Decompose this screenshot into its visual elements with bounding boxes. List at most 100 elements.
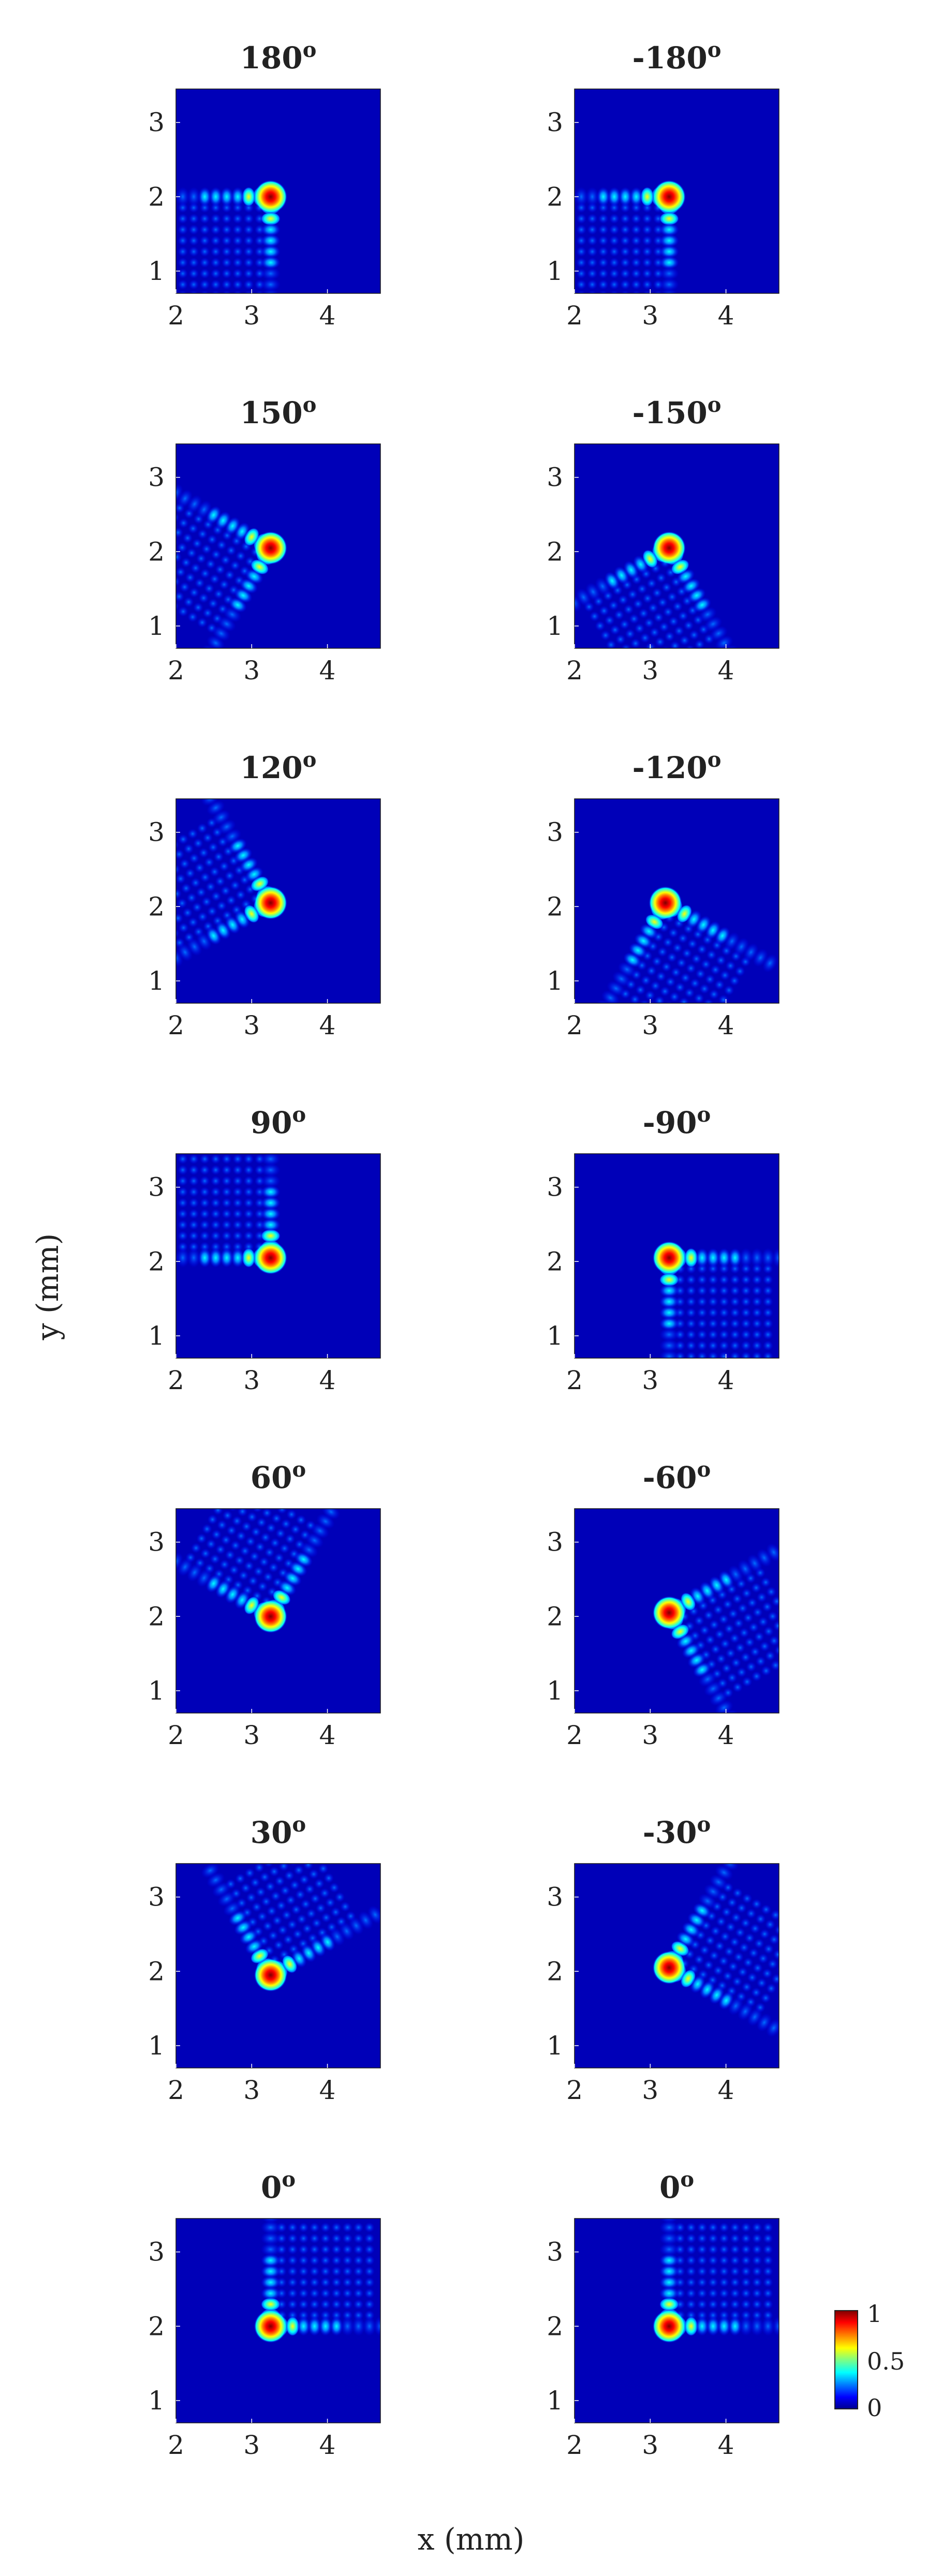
side-lobe xyxy=(176,1552,183,1571)
side-lobe xyxy=(208,598,218,609)
side-lobe xyxy=(730,1307,741,1318)
side-lobe xyxy=(318,2316,332,2336)
panel-frame xyxy=(574,798,779,1004)
side-lobe xyxy=(277,1925,288,1935)
side-lobe xyxy=(611,649,622,660)
side-lobe xyxy=(210,224,221,235)
side-lobe xyxy=(627,589,638,600)
side-lobe xyxy=(724,1624,734,1634)
side-lobe xyxy=(686,1307,697,1318)
x-tick-label: 2 xyxy=(168,1365,184,1395)
side-lobe xyxy=(642,235,653,246)
side-lobe xyxy=(778,1633,779,1638)
panel-title: 150o xyxy=(240,393,317,430)
side-lobe xyxy=(245,1536,256,1547)
side-lobe xyxy=(222,1154,232,1165)
side-lobe xyxy=(260,2242,281,2256)
side-lobe xyxy=(718,1307,729,1318)
side-lobe xyxy=(598,235,609,246)
side-lobe xyxy=(728,1961,739,1972)
side-lobe xyxy=(661,961,672,972)
x-tick-label: 4 xyxy=(319,1010,336,1040)
side-lobe xyxy=(364,2222,375,2233)
side-lobe xyxy=(754,1631,764,1642)
side-lobe xyxy=(734,966,745,977)
side-lobe xyxy=(587,268,598,279)
panel-frame xyxy=(175,1508,381,1714)
side-lobe xyxy=(176,292,177,293)
side-lobe xyxy=(331,2288,342,2299)
y-tick-label: 2 xyxy=(148,1956,165,1986)
side-lobe xyxy=(679,635,690,646)
side-lobe xyxy=(185,572,196,583)
side-lobe xyxy=(598,213,609,224)
side-lobe xyxy=(730,1274,741,1285)
side-lobe xyxy=(730,2244,741,2255)
panel-title-sup: o xyxy=(697,1812,711,1837)
side-lobe xyxy=(176,948,183,967)
panel-title-sup: o xyxy=(680,2167,694,2192)
side-lobe xyxy=(686,2266,697,2277)
side-lobe xyxy=(774,1645,779,1656)
side-lobe xyxy=(260,2297,281,2311)
side-lobe xyxy=(287,2255,298,2266)
side-lobe xyxy=(260,1174,281,1188)
side-lobe xyxy=(760,1577,771,1588)
y-tick-label: 3 xyxy=(547,108,563,138)
side-lobe xyxy=(188,257,199,268)
side-lobe xyxy=(784,1930,794,1941)
side-lobe xyxy=(181,557,192,568)
side-lobe xyxy=(176,591,185,602)
side-lobe xyxy=(210,1209,221,1219)
side-lobe xyxy=(197,911,208,922)
side-lobe xyxy=(243,235,254,246)
side-lobe xyxy=(752,1307,762,1318)
side-lobe xyxy=(659,266,679,280)
side-lobe xyxy=(653,612,664,623)
side-lobe xyxy=(762,1340,773,1351)
side-lobe xyxy=(188,1186,199,1197)
side-lobe xyxy=(720,1931,731,1942)
side-lobe xyxy=(183,843,194,854)
side-lobe xyxy=(682,948,693,959)
side-lobe xyxy=(188,1219,199,1230)
side-lobe xyxy=(654,995,665,1003)
side-lobe xyxy=(232,1230,243,1241)
side-lobe xyxy=(652,956,663,967)
side-lobe xyxy=(700,959,711,970)
focal-spot xyxy=(652,1951,686,1985)
side-lobe xyxy=(246,1512,257,1523)
side-lobe xyxy=(232,1198,243,1209)
side-lobe xyxy=(243,224,254,235)
side-lobe xyxy=(694,993,704,1003)
side-lobe xyxy=(260,234,281,248)
side-lobe xyxy=(619,619,630,630)
side-lobe xyxy=(620,279,631,290)
panel-title-sup: o xyxy=(697,1457,711,1482)
y-tick-label: 3 xyxy=(547,817,563,847)
side-lobe xyxy=(741,1285,752,1296)
side-lobe xyxy=(320,2222,331,2233)
side-lobe xyxy=(665,976,676,987)
side-lobe xyxy=(200,872,211,883)
side-lobe xyxy=(232,1219,243,1230)
panel-frame xyxy=(574,1508,779,1714)
side-lobe xyxy=(225,1550,236,1560)
focal-spot xyxy=(254,531,287,565)
x-tick-label: 3 xyxy=(642,2075,658,2105)
side-lobe xyxy=(210,1154,221,1165)
side-lobe xyxy=(210,1165,221,1175)
side-lobe xyxy=(769,1635,779,1646)
side-lobe xyxy=(210,235,221,246)
side-lobe xyxy=(331,2255,342,2266)
side-lobe xyxy=(659,2265,679,2279)
side-lobe xyxy=(739,1942,749,1953)
side-lobe xyxy=(198,187,212,207)
side-lobe xyxy=(718,2288,729,2299)
side-lobe xyxy=(721,1663,732,1674)
colorbar-tick-label: 0.5 xyxy=(867,2347,905,2375)
side-lobe xyxy=(342,2277,353,2288)
side-lobe xyxy=(260,245,281,259)
side-lobe xyxy=(764,1919,775,1930)
x-tick-label: 2 xyxy=(566,656,583,686)
